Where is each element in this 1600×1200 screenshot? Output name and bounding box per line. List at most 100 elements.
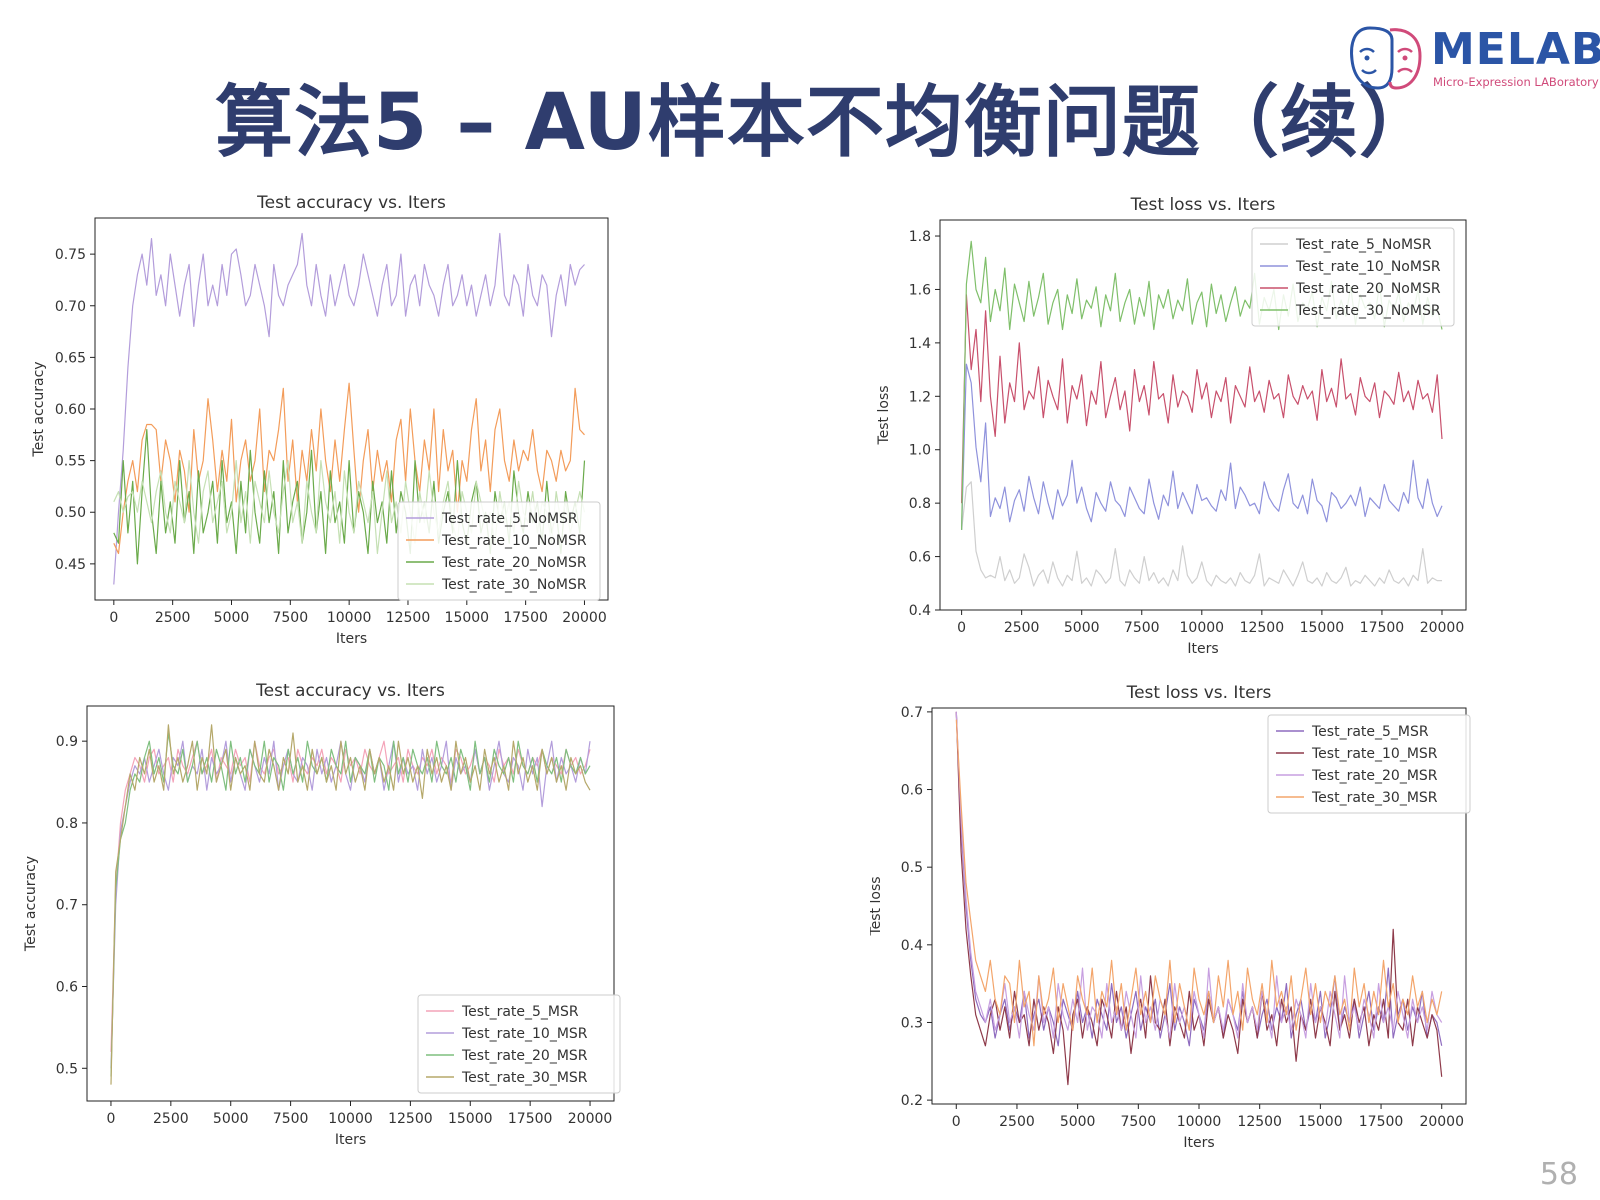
- series-line-2: [113, 382, 585, 555]
- y-tick-label: 0.6: [909, 550, 931, 566]
- chart-bottom-left: Test accuracy vs. Iters 0 2500 5000 7500 1000…: [0, 670, 640, 1160]
- x-tick-label: 0: [106, 1111, 115, 1127]
- legend: Test_rate_5_MSR Test_rate_10_MSR Test_rate…: [417, 994, 621, 1094]
- x-tick-label: 7500: [272, 610, 308, 626]
- y-tick-label: 0.4: [901, 938, 923, 954]
- x-tick-label: 2500: [155, 610, 191, 626]
- y-tick-label: 0.8: [56, 816, 78, 832]
- x-tick-label: 2500: [153, 1111, 189, 1127]
- y-tick-label: 0.2: [901, 1093, 923, 1109]
- legend-box: [1251, 227, 1455, 327]
- series-line-2: [961, 363, 1443, 530]
- x-tick-label: 17500: [503, 610, 548, 626]
- x-tick-label: 10000: [1180, 620, 1225, 636]
- x-tick-label: 0: [957, 620, 966, 636]
- slide-title: 算法5 – AU样本不均衡问题（续）: [215, 78, 1438, 168]
- x-tick-label: 17500: [1360, 620, 1405, 636]
- x-tick-label: 17500: [508, 1111, 553, 1127]
- x-tick-label: 20000: [568, 1111, 613, 1127]
- y-tick-label: 1.8: [909, 229, 931, 245]
- x-tick-label: 10000: [328, 1111, 373, 1127]
- chart-bottom-right: Test loss vs. Iters 0 2500 5000 7500 10000 125…: [870, 670, 1510, 1160]
- y-tick-label: 0.55: [55, 454, 86, 470]
- y-tick-label: 0.60: [55, 402, 86, 418]
- y-tick-label: 0.50: [55, 505, 86, 521]
- legend-label: Test_rate_5_MSR: [461, 1004, 579, 1020]
- x-tick-label: 7500: [273, 1111, 309, 1127]
- legend-label: Test_rate_10_NoMSR: [1295, 259, 1441, 275]
- chart-title: Test loss vs. Iters: [1130, 195, 1276, 215]
- legend-label: Test_rate_5_NoMSR: [1295, 237, 1432, 253]
- y-tick-label: 1.0: [909, 443, 931, 459]
- y-axis-label: Test loss: [870, 876, 884, 936]
- logo-wordmark: MELAB: [1431, 24, 1600, 75]
- y-axis-label: Test loss: [876, 385, 892, 445]
- y-tick-label: 0.4: [909, 603, 931, 619]
- x-tick-label: 7500: [1124, 620, 1160, 636]
- x-tick-label: 20000: [1420, 620, 1465, 636]
- loss-msr-chart: Test loss vs. Iters 0 2500 5000 7500 10000 125…: [870, 683, 1471, 1151]
- x-tick-label: 20000: [1419, 1114, 1464, 1130]
- chart-top-right: Test loss vs. Iters 0 2500 5000 7500 10000 125…: [870, 180, 1510, 670]
- y-tick-label: 0.7: [56, 898, 78, 914]
- series-line-3: [110, 732, 591, 1077]
- y-tick-label: 0.5: [56, 1061, 78, 1077]
- legend-label: Test_rate_30_MSR: [461, 1070, 588, 1086]
- x-tick-label: 20000: [562, 610, 607, 626]
- legend: Test_rate_5_NoMSR Test_rate_10_NoMSR Test_…: [397, 501, 601, 601]
- x-tick-label: 10000: [327, 610, 372, 626]
- series-line-3: [961, 294, 1443, 504]
- legend-label: Test_rate_5_MSR: [1311, 724, 1429, 740]
- loss-nomsr-chart: Test loss vs. Iters 0 2500 5000 7500 10000 125…: [876, 195, 1467, 657]
- legend-label: Test_rate_10_MSR: [1311, 746, 1438, 762]
- y-tick-label: 0.65: [55, 350, 86, 366]
- x-tick-label: 15000: [1300, 620, 1345, 636]
- x-tick-label: 10000: [1177, 1114, 1222, 1130]
- y-axis-label: Test accuracy: [31, 361, 47, 457]
- x-tick-label: 2500: [1004, 620, 1040, 636]
- y-tick-label: 0.3: [901, 1015, 923, 1031]
- plot-frame: [939, 219, 1467, 611]
- x-tick-label: 2500: [999, 1114, 1035, 1130]
- x-tick-label: 7500: [1120, 1114, 1156, 1130]
- y-tick-label: 1.2: [909, 389, 931, 405]
- y-tick-label: 0.9: [56, 734, 78, 750]
- x-tick-label: 0: [952, 1114, 961, 1130]
- series-line-4: [955, 719, 1443, 1047]
- y-tick-label: 1.6: [909, 282, 931, 298]
- legend-box: [397, 501, 601, 601]
- page-number: 58: [1539, 1157, 1578, 1192]
- x-tick-label: 17500: [1359, 1114, 1404, 1130]
- legend-label: Test_rate_20_NoMSR: [441, 555, 587, 571]
- chart-title: Test accuracy vs. Iters: [255, 681, 445, 701]
- legend-label: Test_rate_10_MSR: [461, 1026, 588, 1042]
- x-tick-label: 12500: [1237, 1114, 1282, 1130]
- legend-label: Test_rate_20_MSR: [1311, 768, 1438, 784]
- legend-label: Test_rate_30_NoMSR: [1295, 303, 1441, 319]
- legend: Test_rate_5_MSR Test_rate_10_MSR Test_rate…: [1267, 714, 1471, 814]
- accuracy-msr-chart: Test accuracy vs. Iters 0 2500 5000 7500 1000…: [23, 681, 621, 1148]
- melab-logo: MELAB Micro-Expression LABoratory: [1348, 22, 1600, 98]
- y-tick-label: 0.7: [901, 705, 923, 721]
- legend-label: Test_rate_20_NoMSR: [1295, 281, 1441, 297]
- x-axis-label: Iters: [335, 1132, 366, 1148]
- x-tick-label: 12500: [1240, 620, 1285, 636]
- series-line-1: [113, 232, 585, 585]
- y-axis-label: Test accuracy: [23, 856, 39, 952]
- legend-label: Test_rate_30_MSR: [1311, 790, 1438, 806]
- logo-subtitle: Micro-Expression LABoratory: [1433, 75, 1599, 89]
- x-tick-label: 12500: [386, 610, 431, 626]
- x-axis-label: Iters: [336, 631, 367, 647]
- x-tick-label: 5000: [214, 610, 250, 626]
- legend-box: [1267, 714, 1471, 814]
- y-tick-label: 1.4: [909, 336, 931, 352]
- chart-title: Test loss vs. Iters: [1126, 683, 1272, 703]
- legend-label: Test_rate_5_NoMSR: [441, 511, 578, 527]
- legend-label: Test_rate_20_MSR: [461, 1048, 588, 1064]
- series-group: [955, 711, 1443, 1086]
- x-tick-label: 15000: [448, 1111, 493, 1127]
- y-tick-label: 0.6: [901, 783, 923, 799]
- series-line-4: [110, 724, 591, 1085]
- y-tick-label: 0.75: [55, 247, 86, 263]
- x-axis-label: Iters: [1183, 1135, 1214, 1151]
